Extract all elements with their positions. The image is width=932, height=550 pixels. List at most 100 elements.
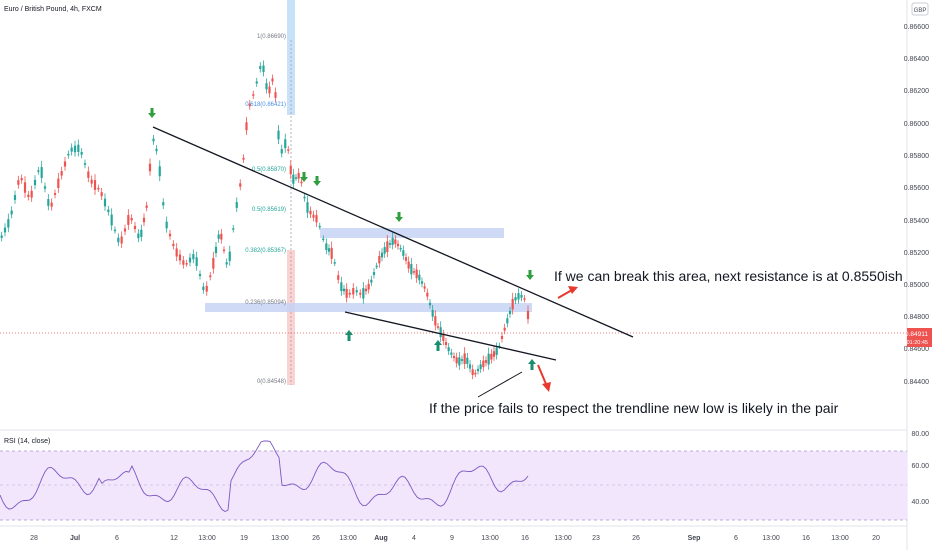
- price-tick-label: 0.84400: [904, 379, 929, 386]
- candle-body: [145, 205, 148, 208]
- candle-body: [242, 157, 245, 160]
- candle-body: [133, 225, 137, 230]
- candle-body: [372, 272, 376, 275]
- candle-body: [47, 199, 50, 206]
- candle-body: [508, 310, 512, 315]
- candle-body: [60, 171, 63, 176]
- time-tick-label: 23: [592, 535, 600, 542]
- candle-body: [520, 294, 523, 298]
- candle-body: [27, 194, 30, 197]
- candle-body: [410, 264, 413, 275]
- candle-body: [287, 149, 290, 151]
- price-tick-label: 0.85600: [904, 185, 929, 192]
- support-note: If the price fails to respect the trendl…: [429, 400, 839, 416]
- time-tick-label: 13:00: [271, 535, 289, 542]
- candle-body: [318, 225, 321, 228]
- descending-trendline[interactable]: [152, 126, 634, 338]
- candle-body: [259, 66, 262, 69]
- candle-body: [235, 202, 238, 208]
- candle-body: [137, 233, 140, 239]
- candle-body: [482, 360, 485, 368]
- candle-body: [50, 202, 53, 207]
- candle-body: [232, 228, 235, 230]
- candle-body: [155, 148, 158, 152]
- candle-body: [271, 78, 274, 82]
- candle-body: [428, 302, 432, 306]
- candle-body: [83, 163, 87, 165]
- fib-level-label: 0(0.84548): [257, 379, 286, 385]
- rsi-line: [0, 440, 529, 513]
- candle-body: [303, 196, 306, 199]
- candle-body: [182, 260, 185, 265]
- candle-body: [466, 357, 469, 364]
- currency-label: GBP: [914, 8, 927, 14]
- price-tick-label: 0.84800: [904, 314, 929, 321]
- candle-body: [418, 274, 421, 281]
- candle-body: [309, 210, 312, 215]
- price-tick-label: 0.85400: [904, 218, 929, 225]
- candle-body: [434, 316, 437, 326]
- down-arrow-marker: [395, 212, 403, 222]
- candle-body: [364, 288, 368, 292]
- candle-body: [77, 144, 80, 152]
- candle-body: [37, 170, 40, 172]
- price-tick-label: 0.86000: [904, 121, 929, 128]
- time-axis[interactable]: 28 Jul 6 12 13:00 19 13:00 26 13:00 Aug 4 9 13:00 16 1…: [30, 535, 880, 542]
- candle-body: [80, 151, 83, 155]
- currency-button[interactable]: [911, 2, 929, 16]
- price-tick-label: 0.85000: [904, 282, 929, 289]
- resistance-zone-lower[interactable]: [205, 303, 532, 312]
- candle-body: [168, 233, 172, 237]
- candle-body: [274, 92, 277, 98]
- price-tick-label: 0.85800: [904, 153, 929, 160]
- candle-body: [40, 167, 43, 178]
- candle-body: [370, 279, 373, 283]
- candle-body: [214, 246, 218, 254]
- candle-body: [73, 145, 77, 153]
- candle-body: [188, 257, 192, 263]
- last-price-badge: [907, 328, 932, 347]
- red-arrow-up-right: [557, 286, 578, 299]
- candle-body: [333, 262, 336, 264]
- time-tick-label: 13:00: [762, 535, 780, 542]
- candle-body: [202, 286, 205, 291]
- candle-body: [474, 372, 477, 375]
- candle-body: [53, 193, 57, 195]
- time-tick-label: 16: [521, 535, 529, 542]
- candle-body: [484, 360, 488, 363]
- fib-level-label: 0.5(0.85619): [252, 207, 286, 213]
- candle-body: [262, 65, 265, 73]
- down-arrow-marker: [300, 172, 308, 182]
- candle-body: [375, 265, 378, 268]
- candle-body: [476, 368, 480, 372]
- fib-level-label: 1(0.86690): [257, 34, 286, 40]
- down-arrow-marker: [313, 176, 321, 186]
- time-tick-label: 13:00: [198, 535, 216, 542]
- up-arrow-marker: [434, 340, 442, 351]
- candle-body: [458, 357, 461, 366]
- rsi-tick-label: 60.00: [911, 463, 929, 470]
- note-pointer-line: [477, 371, 523, 398]
- time-tick-label: 26: [632, 535, 640, 542]
- time-tick-label: 9: [450, 535, 454, 542]
- candle-body: [100, 192, 103, 197]
- time-tick-label: 13:00: [831, 535, 849, 542]
- price-axis[interactable]: 0.86600 0.86400 0.86200 0.86000 0.85800 0.856…: [904, 24, 929, 386]
- rsi-band: [0, 451, 907, 520]
- candle-body: [195, 257, 198, 267]
- time-tick-label: Aug: [374, 535, 388, 542]
- candle-body: [367, 283, 370, 290]
- candle-body: [378, 256, 381, 264]
- candle-body: [345, 288, 348, 298]
- candle-body: [17, 180, 20, 185]
- candle-body: [468, 364, 472, 369]
- candle-body: [327, 248, 331, 252]
- candle-body: [315, 215, 318, 223]
- resistance-zone-upper[interactable]: [320, 228, 504, 238]
- candle-body: [220, 233, 223, 240]
- resistance-note: If we can break this area, next resistan…: [554, 268, 903, 284]
- candle-body: [460, 359, 464, 361]
- candle-body: [442, 334, 445, 341]
- support-trendline[interactable]: [344, 311, 557, 361]
